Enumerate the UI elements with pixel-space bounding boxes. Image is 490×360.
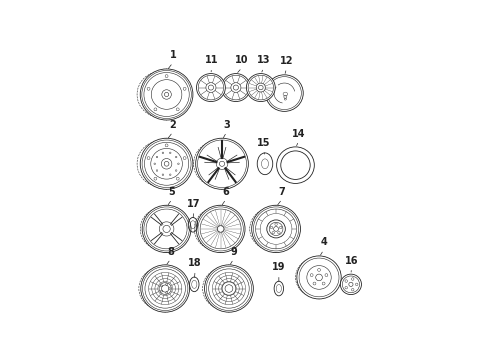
Ellipse shape xyxy=(297,256,341,299)
Ellipse shape xyxy=(196,138,248,189)
Text: 2: 2 xyxy=(170,120,176,130)
Text: 15: 15 xyxy=(257,138,270,148)
Ellipse shape xyxy=(349,282,353,287)
Ellipse shape xyxy=(164,161,169,166)
Ellipse shape xyxy=(196,73,225,102)
Ellipse shape xyxy=(221,73,250,102)
Ellipse shape xyxy=(266,75,303,111)
Text: 12: 12 xyxy=(280,56,294,66)
Ellipse shape xyxy=(163,225,170,233)
Ellipse shape xyxy=(273,226,278,231)
Text: 6: 6 xyxy=(223,187,229,197)
Ellipse shape xyxy=(142,205,191,253)
Text: 11: 11 xyxy=(205,55,218,66)
Ellipse shape xyxy=(196,205,245,253)
Ellipse shape xyxy=(259,85,263,90)
Ellipse shape xyxy=(233,85,239,90)
Ellipse shape xyxy=(140,138,193,189)
Text: 4: 4 xyxy=(320,238,327,247)
Text: 18: 18 xyxy=(188,258,202,268)
Ellipse shape xyxy=(204,265,253,312)
Ellipse shape xyxy=(246,73,275,102)
Ellipse shape xyxy=(141,265,190,312)
Ellipse shape xyxy=(277,147,314,184)
Text: 3: 3 xyxy=(223,120,230,130)
Ellipse shape xyxy=(281,151,310,179)
Text: 16: 16 xyxy=(345,256,358,266)
Ellipse shape xyxy=(208,85,214,90)
Text: 17: 17 xyxy=(187,199,200,209)
Text: 7: 7 xyxy=(279,187,286,197)
Ellipse shape xyxy=(252,205,300,253)
Ellipse shape xyxy=(165,93,169,96)
Text: 10: 10 xyxy=(235,55,249,66)
Text: 5: 5 xyxy=(169,187,175,197)
Text: 19: 19 xyxy=(272,262,286,273)
Text: 13: 13 xyxy=(257,55,270,66)
Text: 14: 14 xyxy=(292,129,306,139)
Ellipse shape xyxy=(220,161,224,166)
Text: 9: 9 xyxy=(230,247,237,257)
Ellipse shape xyxy=(341,274,362,294)
Text: 1: 1 xyxy=(170,50,176,60)
Ellipse shape xyxy=(316,274,322,281)
Ellipse shape xyxy=(140,69,193,120)
Text: 8: 8 xyxy=(167,247,174,257)
